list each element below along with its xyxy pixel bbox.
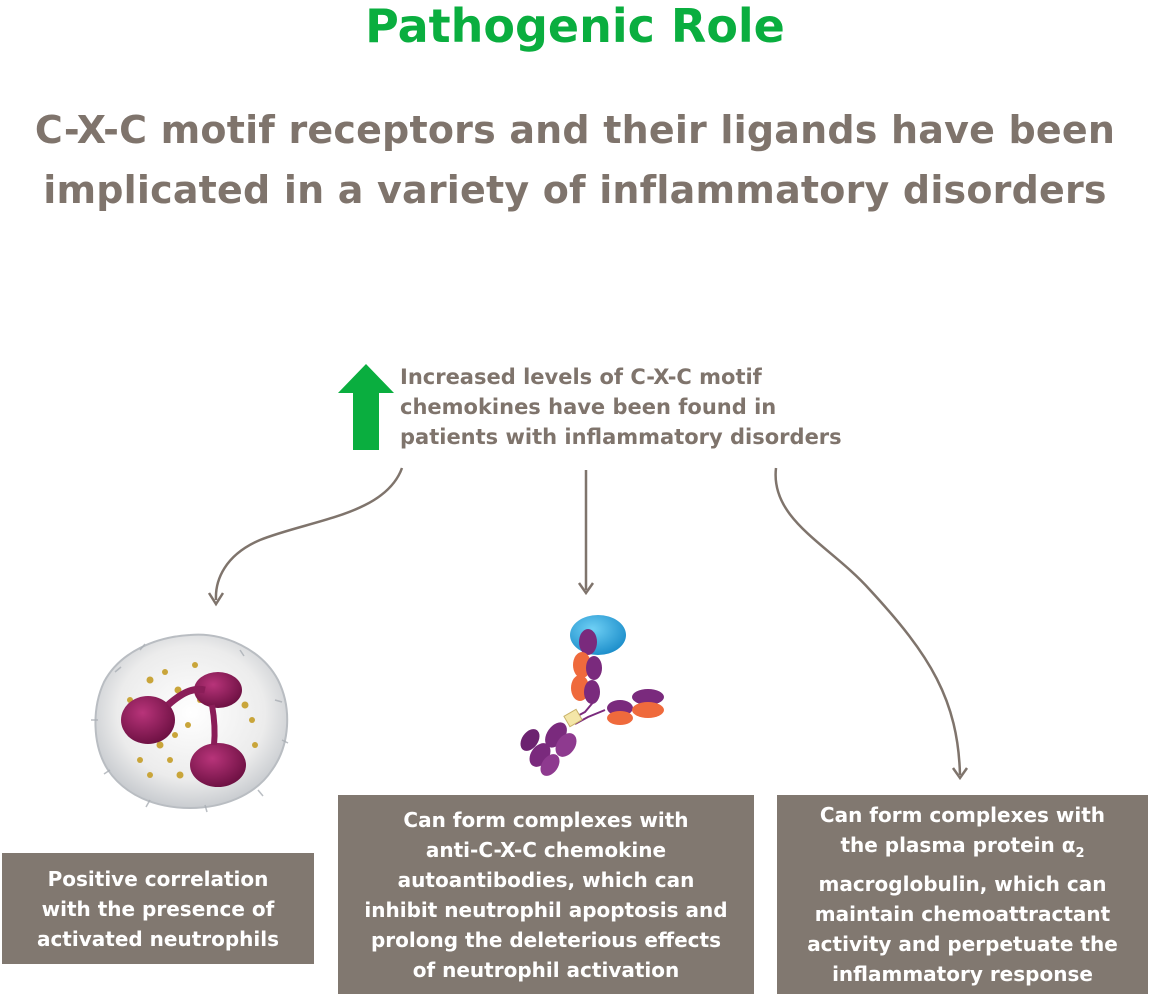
box-line: anti-C-X-C chemokine xyxy=(425,837,667,862)
connector-arrow-right xyxy=(774,467,969,781)
box-line: autoantibodies, which can xyxy=(397,867,695,892)
subtitle: C-X-C motif receptors and their ligands … xyxy=(0,100,1150,220)
box-line: prolong the deleterious effects xyxy=(370,927,721,952)
box-line-prefix: the plasma protein xyxy=(840,833,1062,857)
box-line: inhibit neutrophil apoptosis and xyxy=(364,897,728,922)
box-line: of neutrophil activation xyxy=(412,957,680,982)
antibody-complex-image xyxy=(520,615,664,776)
neutrophil-correlation-box: Positive correlation with the presence o… xyxy=(2,853,314,964)
page-title: Pathogenic Role xyxy=(365,0,785,53)
increase-description: Increased levels of C-X-C motif chemokin… xyxy=(400,362,870,452)
box-line-alpha: the plasma protein α2 xyxy=(807,830,1118,869)
autoantibody-complex-box: Can form complexes with anti-C-X-C chemo… xyxy=(338,795,754,994)
connector-arrow-center xyxy=(577,470,595,596)
alpha-subscript: 2 xyxy=(1075,846,1085,861)
box-line: activated neutrophils xyxy=(36,926,280,951)
increase-line: chemokines have been found in xyxy=(400,395,777,419)
increase-line: patients with inflammatory disorders xyxy=(400,425,842,449)
box-line: macroglobulin, which can xyxy=(818,872,1107,896)
box-line: Can form complexes with xyxy=(819,803,1106,827)
box-line: inflammatory response xyxy=(832,962,1093,986)
macroglobulin-complex-box: Can form complexes with the plasma prote… xyxy=(777,795,1148,994)
box-line: Positive correlation xyxy=(47,866,269,891)
up-arrow-icon xyxy=(338,364,394,450)
subtitle-line: implicated in a variety of inflammatory … xyxy=(43,168,1107,212)
box-line: Can form complexes with xyxy=(403,807,689,832)
box-line: maintain chemoattractant xyxy=(814,902,1111,926)
alpha-symbol: α xyxy=(1061,833,1076,857)
box-line: activity and perpetuate the xyxy=(807,932,1118,956)
box-line: with the presence of xyxy=(41,896,275,921)
connector-arrow-left xyxy=(207,467,404,607)
subtitle-line: C-X-C motif receptors and their ligands … xyxy=(34,108,1116,152)
neutrophil-cell-image xyxy=(91,633,289,813)
increase-line: Increased levels of C-X-C motif xyxy=(400,365,762,389)
